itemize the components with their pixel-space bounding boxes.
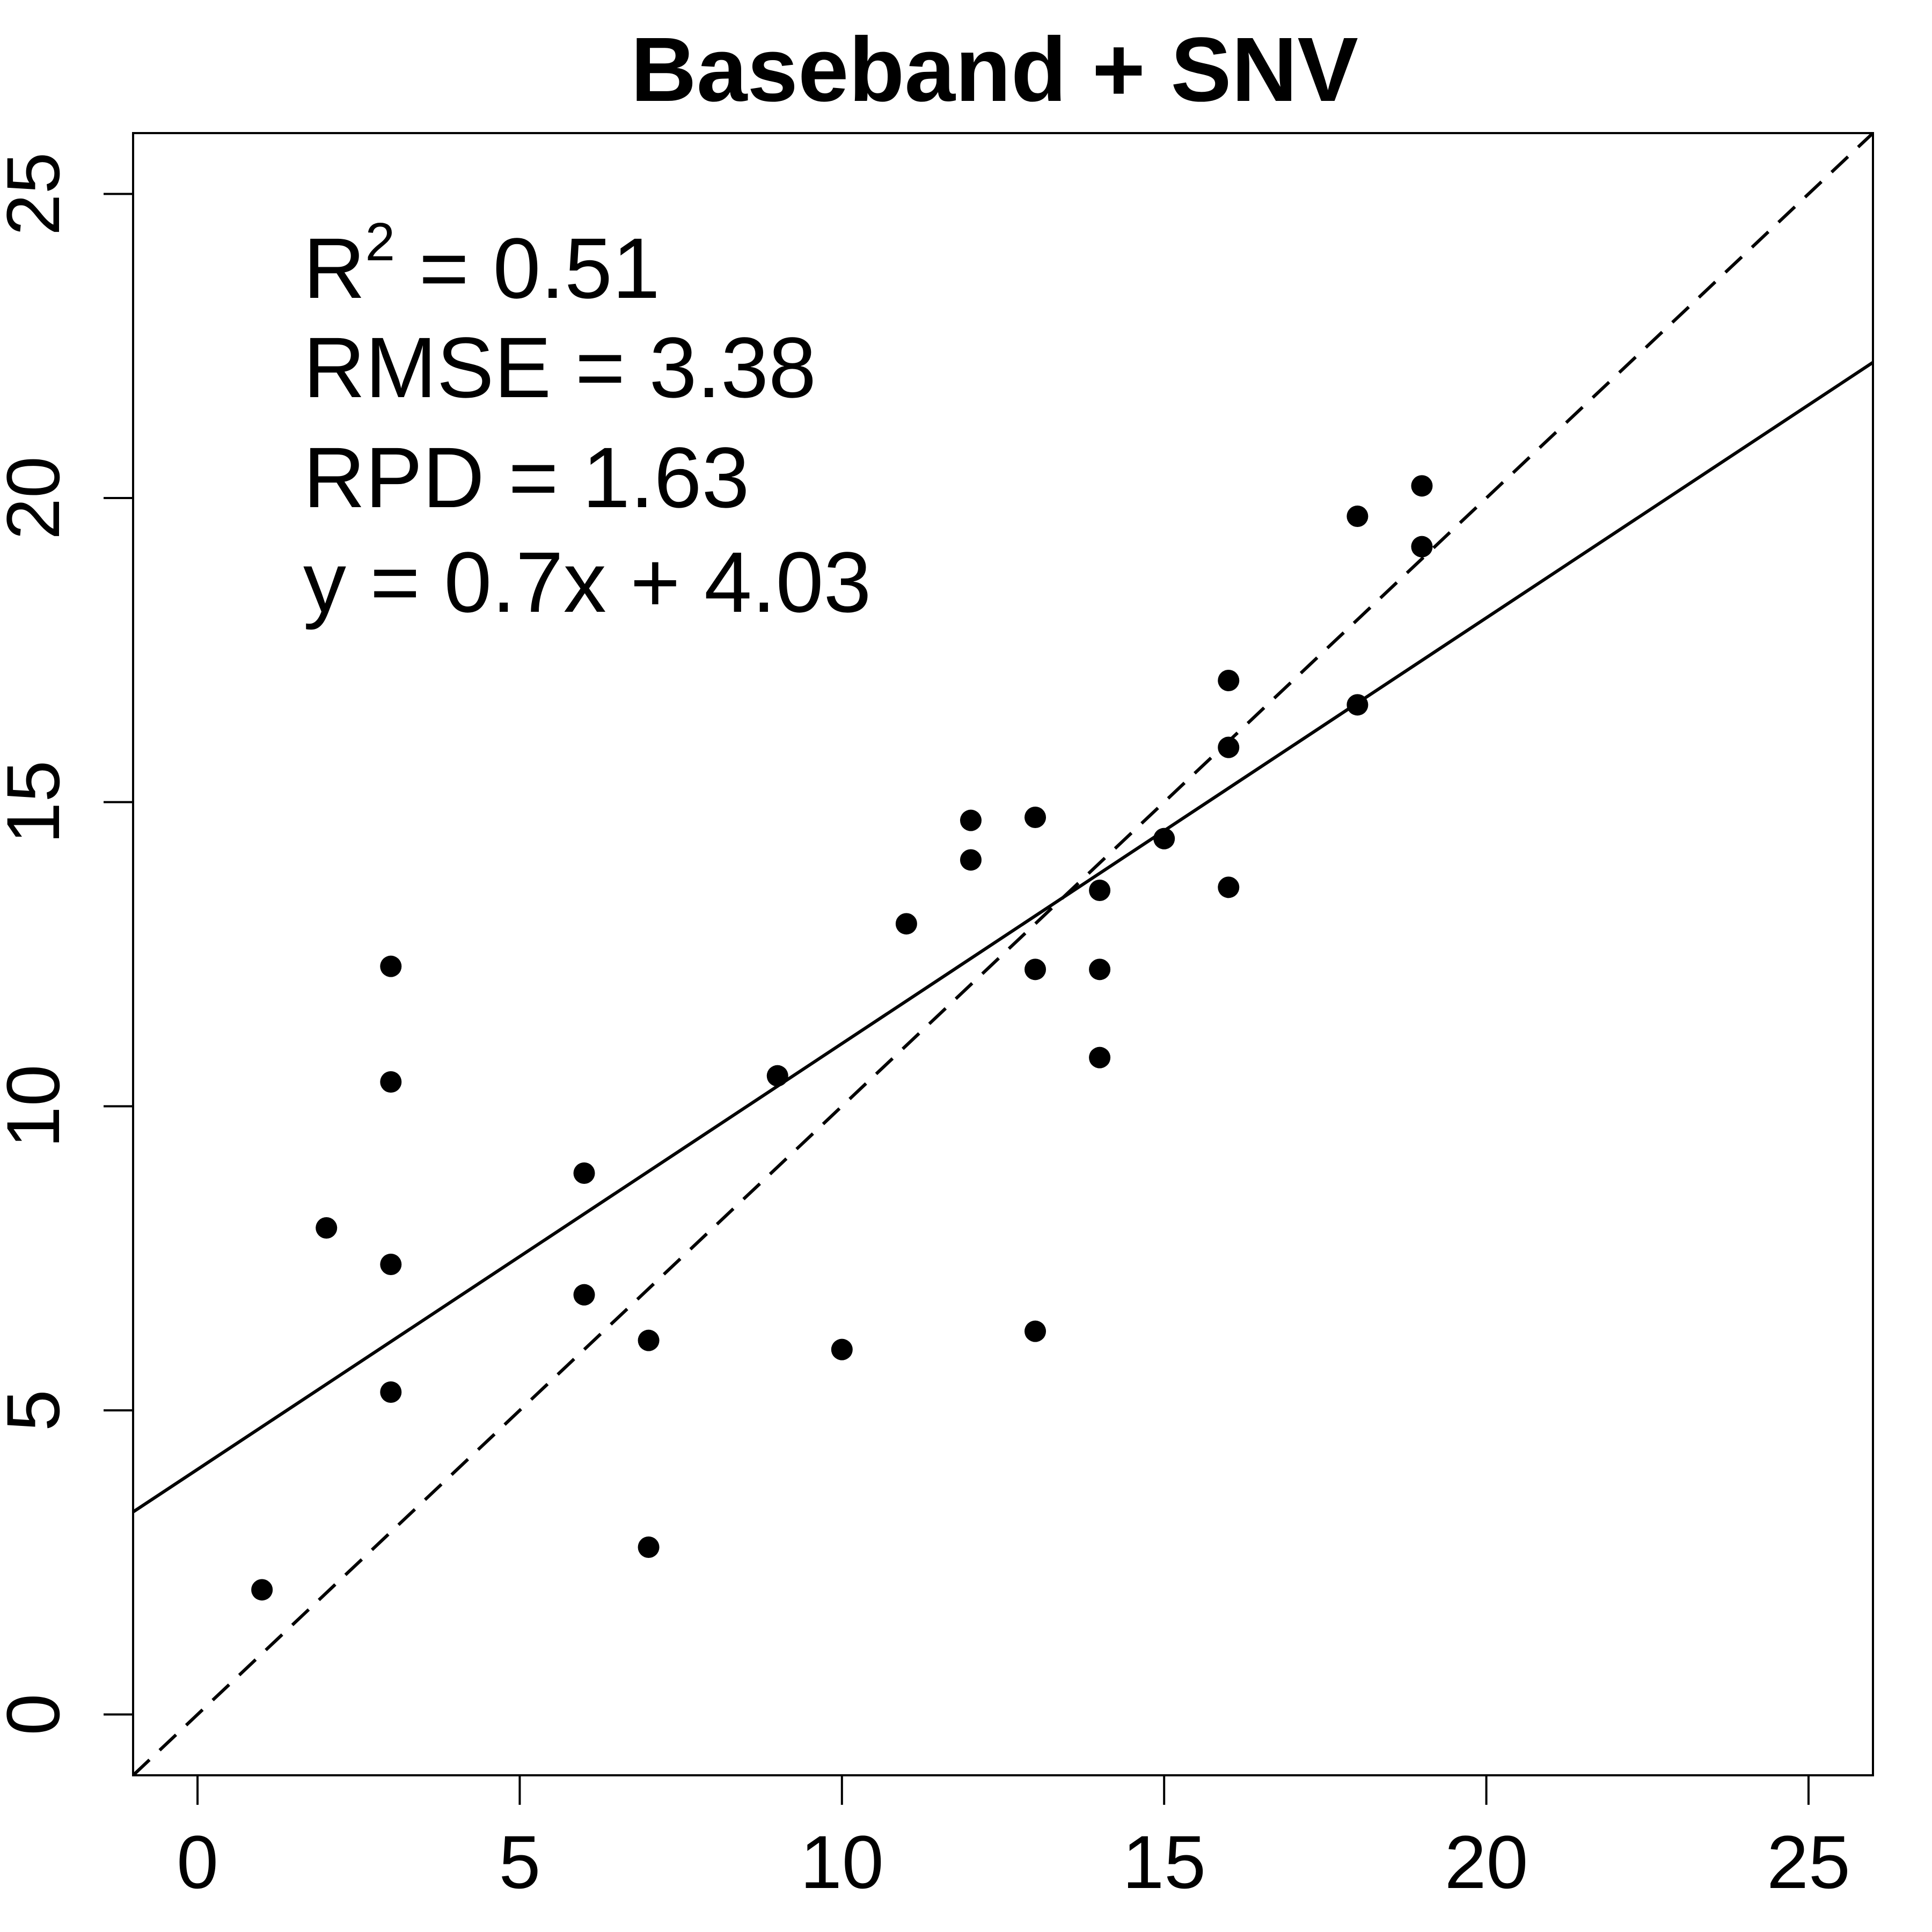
y-tick-label: 5: [0, 1389, 75, 1431]
y-tick-label: 0: [0, 1694, 75, 1736]
data-points: [251, 475, 1433, 1601]
data-point: [1024, 807, 1046, 828]
data-point: [1346, 506, 1368, 527]
data-point: [638, 1329, 660, 1351]
data-point: [960, 809, 982, 831]
data-point: [251, 1579, 273, 1601]
stats-annotation: R2 = 0.51 RMSE = 3.38 RPD = 1.63 y = 0.7…: [303, 212, 872, 630]
r-squared-text: R2 = 0.51: [303, 212, 660, 316]
regression-line: [132, 361, 1874, 1513]
data-point: [1218, 736, 1240, 758]
y-tick-label: 10: [0, 1064, 75, 1148]
y-tick-label: 25: [0, 152, 75, 236]
chart-title: Baseband + SNV: [631, 19, 1358, 121]
x-tick-label: 25: [1767, 1820, 1850, 1904]
rmse-text: RMSE = 3.38: [303, 319, 816, 415]
data-point: [1218, 670, 1240, 691]
data-point: [1411, 536, 1433, 558]
y-tick-label: 15: [0, 760, 75, 844]
x-tick-label: 10: [800, 1820, 884, 1904]
x-tick-label: 0: [177, 1820, 218, 1904]
data-point: [1024, 958, 1046, 980]
rpd-text: RPD = 1.63: [303, 429, 750, 525]
data-point: [1024, 1320, 1046, 1342]
x-tick-label: 5: [499, 1820, 541, 1904]
x-axis: 0 5 10 15 20 25: [177, 1774, 1850, 1904]
data-point: [1218, 876, 1240, 898]
data-point: [1089, 1046, 1111, 1069]
x-tick-label: 15: [1122, 1820, 1206, 1904]
x-tick-label: 20: [1445, 1820, 1528, 1904]
data-point: [1153, 828, 1175, 850]
data-point: [573, 1284, 595, 1306]
data-point: [380, 1254, 402, 1275]
y-axis: 0 5 10 15 20 25: [0, 152, 134, 1736]
data-point: [895, 913, 917, 935]
data-point: [380, 1071, 402, 1093]
data-point: [831, 1338, 853, 1360]
regression-equation: y = 0.7x + 4.03: [303, 534, 872, 630]
data-point: [960, 849, 982, 871]
data-point: [1411, 475, 1433, 497]
data-point: [638, 1536, 660, 1558]
data-point: [766, 1065, 788, 1087]
data-point: [1346, 694, 1368, 716]
data-point: [1089, 958, 1111, 980]
data-point: [380, 1381, 402, 1403]
data-point: [573, 1162, 595, 1184]
data-point: [1089, 880, 1111, 901]
fit-line-layer: [132, 361, 1874, 1513]
data-point: [380, 955, 402, 977]
data-point: [316, 1217, 338, 1239]
y-tick-label: 20: [0, 456, 75, 540]
